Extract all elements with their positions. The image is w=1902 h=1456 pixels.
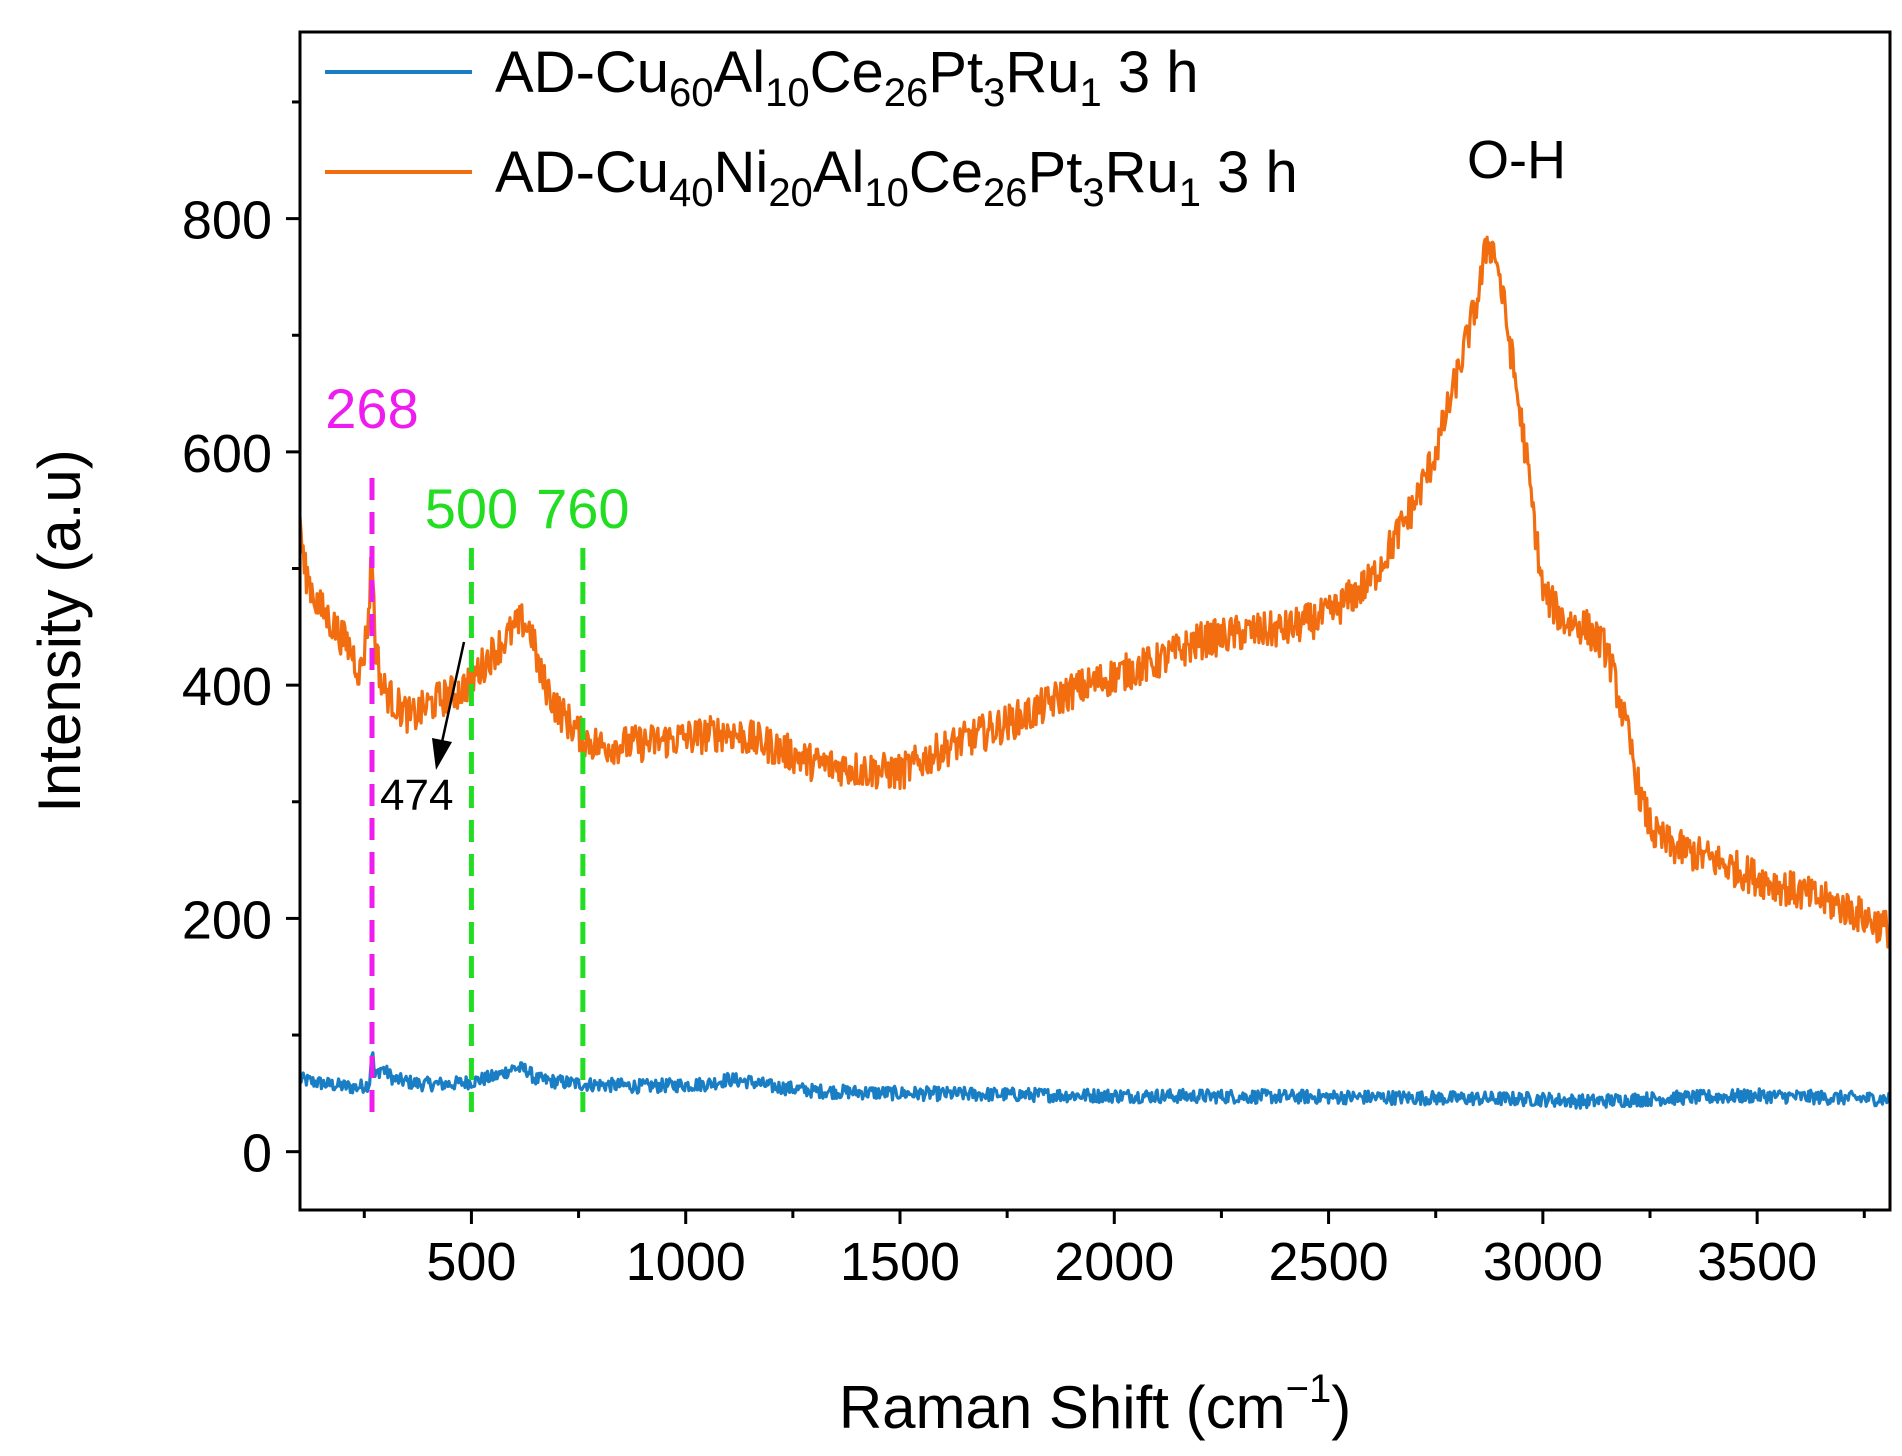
- legend: AD-Cu60Al10Ce26Pt3Ru1 3 h AD-Cu40Ni20Al10…: [325, 40, 1298, 215]
- x-tick-label: 2500: [1269, 1232, 1389, 1292]
- y-tick-label: 400: [182, 657, 272, 717]
- reference-label-760: 760: [536, 477, 629, 540]
- x-tick-label: 3500: [1697, 1232, 1817, 1292]
- axis-ticks: 500 1000 1500 2000 2500 3000 3500 0 200 400 600 800: [182, 100, 1866, 1292]
- series-line-2: [300, 235, 1890, 949]
- annotation-oh: O-H: [1467, 130, 1566, 190]
- x-axis-label-superscript: −1: [1286, 1367, 1332, 1411]
- y-tick-label: 0: [242, 1124, 272, 1184]
- x-axis-label-end: ): [1331, 1374, 1351, 1441]
- series-line-1: [300, 1051, 1890, 1110]
- arrow-474: [440, 641, 466, 743]
- x-tick-label: 3000: [1483, 1232, 1603, 1292]
- annotations: 474 O-H: [380, 130, 1566, 820]
- x-tick-label: 500: [426, 1232, 516, 1292]
- x-tick-label: 2000: [1054, 1232, 1174, 1292]
- plot-frame: [298, 30, 1892, 1212]
- x-axis-label: Raman Shift (cm−1): [839, 1367, 1351, 1441]
- annotation-474: 474: [380, 771, 453, 820]
- y-tick-label: 200: [182, 890, 272, 950]
- y-tick-label: 600: [182, 424, 272, 484]
- series-layer: [300, 235, 1890, 1110]
- legend-label-2: AD-Cu40Ni20Al10Ce26Pt3Ru1 3 h: [495, 140, 1298, 215]
- x-tick-label: 1500: [840, 1232, 960, 1292]
- x-tick-label: 1000: [626, 1232, 746, 1292]
- y-tick-label: 800: [182, 191, 272, 251]
- reference-label-500: 500: [425, 477, 518, 540]
- x-axis-label-main: Raman Shift (cm: [839, 1374, 1286, 1441]
- reference-label-268: 268: [325, 377, 418, 440]
- legend-label-1: AD-Cu60Al10Ce26Pt3Ru1 3 h: [495, 40, 1198, 115]
- arrow-474-head: [432, 738, 452, 770]
- y-axis-label: Intensity (a.u): [26, 449, 93, 813]
